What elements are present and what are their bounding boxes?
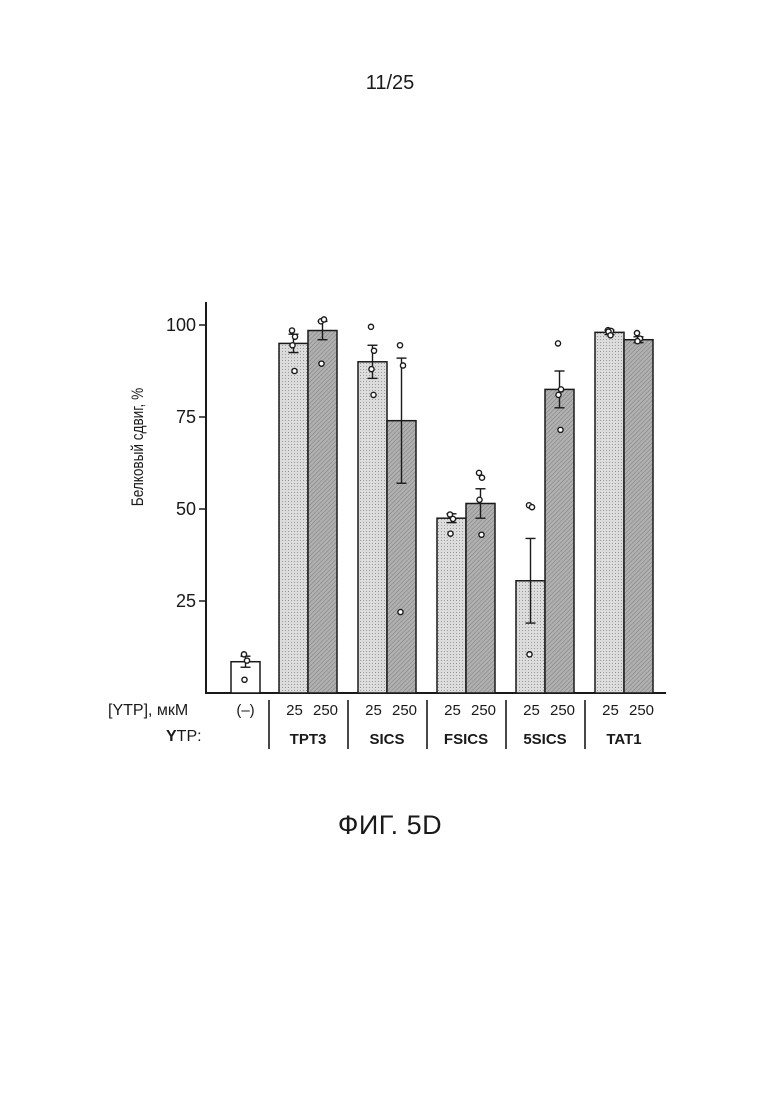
group-label: SICS (369, 731, 404, 748)
data-point (529, 505, 534, 510)
dose-label: 25 (286, 702, 303, 719)
y-tick-label: 75 (176, 407, 196, 427)
dose-label: 250 (629, 702, 654, 719)
data-point (527, 652, 532, 657)
x-labels: (–) 25 250 TPT3 25 250 SICS 25 250 FSICS 25 250 5SIC… (236, 700, 654, 749)
data-point (290, 343, 295, 348)
figure-caption: ФИГ. 5D (0, 810, 780, 841)
data-point (558, 427, 563, 432)
group-label: TAT1 (606, 731, 641, 748)
ytp-row-label: YTP: (166, 728, 202, 745)
bar-tpt3-25 (279, 343, 308, 693)
data-point (244, 658, 249, 663)
data-point (479, 532, 484, 537)
data-point (479, 475, 484, 480)
data-point (371, 348, 376, 353)
axis-labels: Белковый сдвиг, % [YTP], мкМ YTP: (108, 388, 202, 745)
data-point (556, 392, 561, 397)
bar-tat1-250 (624, 340, 653, 693)
bar-tat1-25 (595, 332, 624, 693)
y-tick-label: 25 (176, 591, 196, 611)
data-point (242, 677, 247, 682)
data-point (289, 328, 294, 333)
dose-label: 25 (444, 702, 461, 719)
data-point (368, 324, 373, 329)
dose-label: 25 (602, 702, 619, 719)
data-point (397, 343, 402, 348)
bar-tpt3-250 (308, 331, 337, 693)
y-axis-label: Белковый сдвиг, % (129, 388, 148, 507)
y-tick-label: 50 (176, 499, 196, 519)
dose-label: 25 (523, 702, 540, 719)
data-point (634, 330, 639, 335)
dose-label: 250 (392, 702, 417, 719)
data-point (635, 339, 640, 344)
data-point (319, 361, 324, 366)
dose-label-control: (–) (236, 702, 254, 719)
dose-label: 250 (313, 702, 338, 719)
group-label: TPT3 (290, 731, 327, 748)
ytp-row-label-rest: TP: (177, 728, 202, 745)
bar-chart: 25 50 75 100 Белковый сдвиг, % [YTP], мкМ Y… (0, 0, 780, 780)
bar-fsics-25 (437, 518, 466, 693)
dose-label: 25 (365, 702, 382, 719)
bar-5sics-250 (545, 389, 574, 693)
data-point (558, 387, 563, 392)
ytp-row-label-bold: Y (166, 728, 177, 745)
data-point (321, 317, 326, 322)
bar-sics-25 (358, 362, 387, 693)
group-label: 5SICS (523, 731, 566, 748)
data-point (400, 363, 405, 368)
dose-label: 250 (550, 702, 575, 719)
data-point (292, 368, 297, 373)
data-point (292, 334, 297, 339)
data-point (555, 341, 560, 346)
data-point (241, 652, 246, 657)
dose-label: 250 (471, 702, 496, 719)
concentration-row-label: [YTP], мкМ (108, 702, 188, 719)
data-point (369, 367, 374, 372)
data-point (477, 497, 482, 502)
bars (231, 331, 653, 693)
data-point (371, 392, 376, 397)
y-tick-label: 100 (166, 315, 196, 335)
group-label: FSICS (444, 731, 488, 748)
data-point (608, 333, 613, 338)
data-point (448, 531, 453, 536)
data-point (398, 609, 403, 614)
data-point (450, 516, 455, 521)
